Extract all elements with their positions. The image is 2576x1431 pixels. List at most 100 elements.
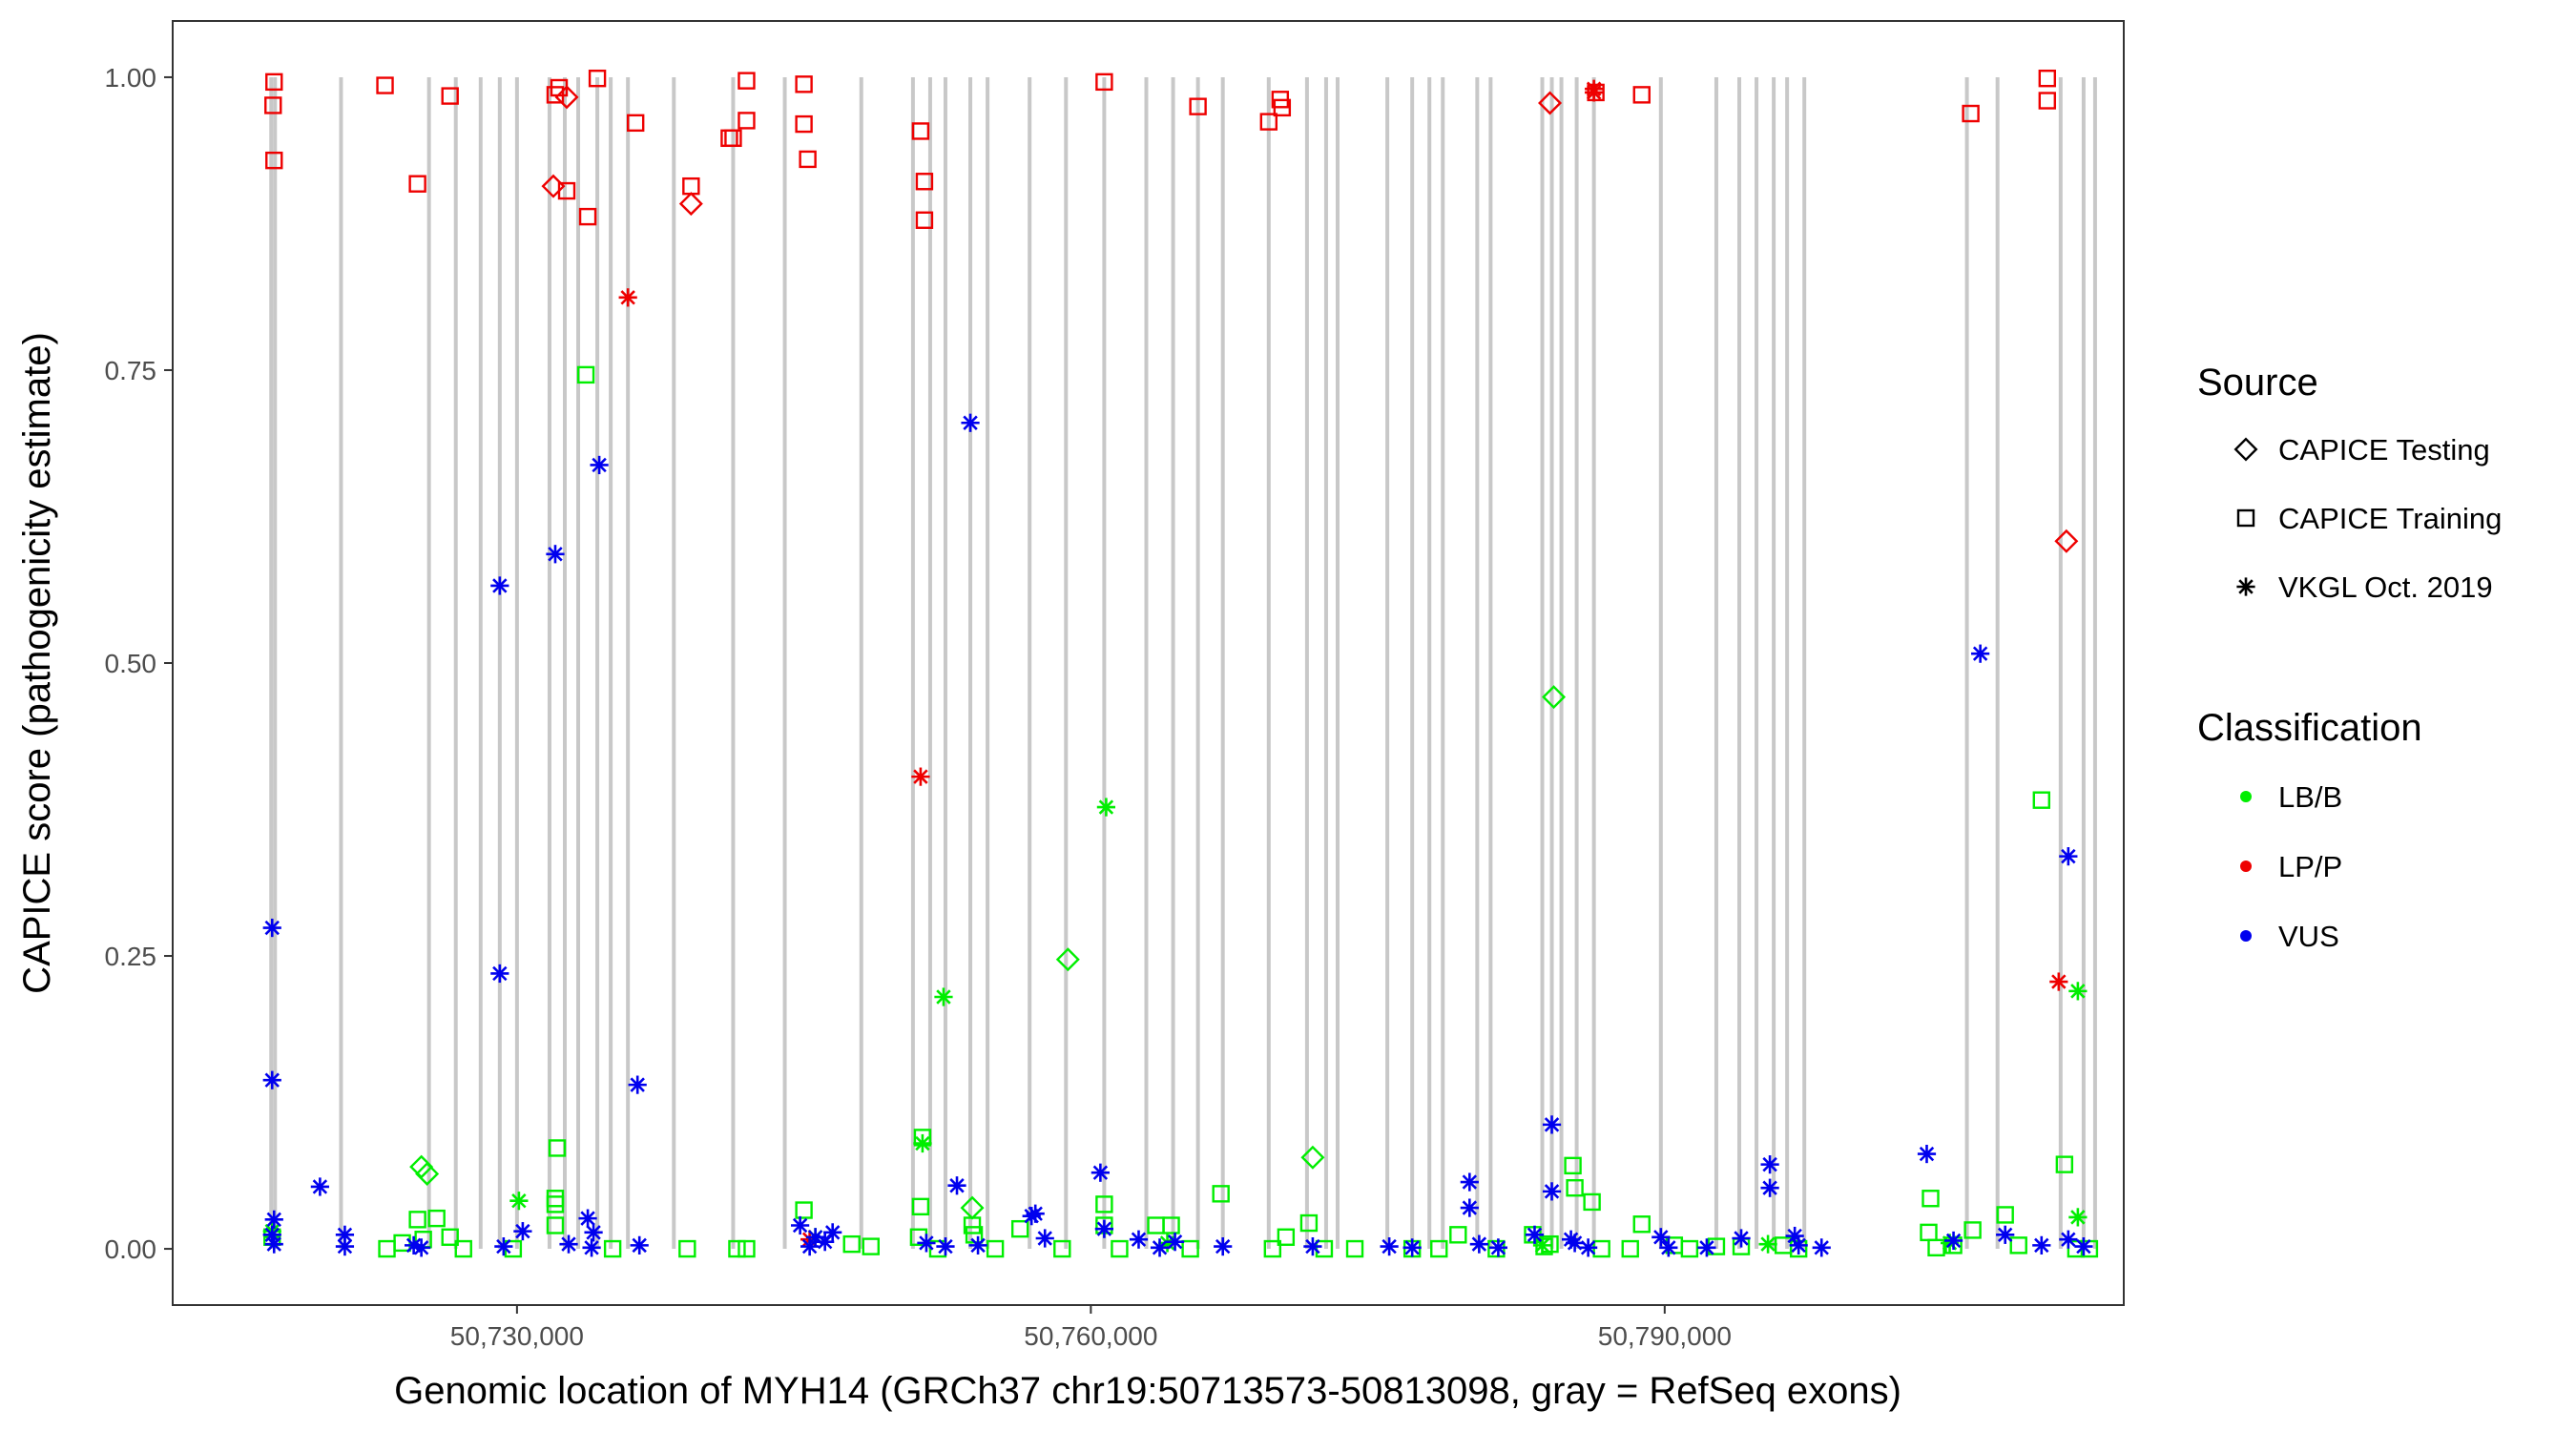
legend-class-key — [2240, 930, 2252, 942]
data-point — [862, 1237, 880, 1255]
data-point — [408, 175, 426, 193]
data-point — [578, 207, 597, 226]
legend-class-key — [2240, 791, 2252, 802]
legend-source-key — [2236, 508, 2255, 528]
data-point — [1652, 1228, 1671, 1247]
data-point — [378, 1239, 396, 1258]
data-point — [618, 288, 637, 307]
data-point — [917, 1234, 936, 1253]
data-point — [1212, 1185, 1230, 1203]
x-tick-label: 50,730,000 — [450, 1321, 584, 1351]
data-point — [1055, 947, 1080, 972]
data-point — [795, 1201, 813, 1219]
data-point — [310, 1177, 329, 1196]
data-point — [1095, 1195, 1113, 1213]
legend-class-label: VUS — [2278, 920, 2339, 953]
data-point — [1963, 1221, 1982, 1239]
data-point — [1917, 1144, 1937, 1164]
data-point — [1996, 1225, 2015, 1244]
data-point — [454, 1239, 472, 1258]
data-point — [986, 1239, 1005, 1258]
data-point — [494, 1236, 513, 1256]
data-point — [2059, 847, 2078, 866]
data-point — [1303, 1236, 1322, 1256]
data-point — [728, 1239, 746, 1258]
data-point — [2049, 972, 2068, 991]
data-point — [588, 69, 607, 88]
data-point — [1621, 1239, 1639, 1258]
data-point — [559, 1234, 578, 1254]
y-tick-label: 0.00 — [105, 1234, 157, 1264]
data-point — [911, 767, 930, 786]
data-point — [1760, 1155, 1779, 1174]
data-point — [1996, 1206, 2014, 1224]
data-point — [1632, 86, 1651, 104]
data-point — [2038, 69, 2057, 88]
data-point — [911, 1197, 930, 1216]
legend-source-key — [2233, 437, 2258, 462]
data-point — [2055, 1155, 2074, 1173]
data-point — [1488, 1238, 1507, 1257]
data-point — [724, 129, 742, 148]
y-tick-label: 0.25 — [105, 942, 157, 971]
data-point — [1632, 1215, 1651, 1234]
legend-source-key — [2236, 577, 2255, 596]
data-point — [960, 1195, 985, 1220]
y-tick-label: 1.00 — [105, 63, 157, 93]
data-point — [2038, 92, 2057, 110]
data-point — [509, 1192, 529, 1211]
data-point — [1010, 1219, 1029, 1238]
data-point — [376, 76, 394, 94]
data-point — [823, 1223, 842, 1242]
data-point — [415, 1161, 440, 1186]
data-point — [262, 1070, 281, 1089]
legend-source-title: Source — [2197, 362, 2318, 404]
data-point — [1538, 91, 1563, 115]
data-point — [1460, 1198, 1479, 1217]
data-point — [915, 211, 934, 229]
data-point — [628, 1075, 647, 1094]
legend: Source Classification CAPICE Testing CAPI… — [2197, 362, 2502, 953]
data-point — [1542, 1115, 1562, 1134]
data-point — [546, 1216, 565, 1234]
data-point — [541, 174, 566, 198]
data-point — [2074, 1236, 2093, 1256]
data-point — [1962, 104, 1980, 123]
x-tick-label: 50,760,000 — [1024, 1321, 1157, 1351]
data-point — [1181, 1239, 1199, 1258]
data-point — [1214, 1236, 1233, 1256]
data-point — [441, 1228, 459, 1246]
data-point — [934, 987, 953, 1006]
data-point — [737, 112, 756, 130]
data-point — [264, 1234, 283, 1254]
data-point — [791, 1215, 810, 1235]
data-point — [2032, 791, 2050, 809]
data-point — [2059, 1230, 2078, 1249]
data-point — [264, 96, 282, 114]
exon-lines-group — [269, 76, 2097, 1250]
data-point — [265, 73, 283, 92]
data-point — [1189, 97, 1207, 115]
legend-source-label: CAPICE Training — [2278, 502, 2502, 535]
data-point — [1273, 98, 1292, 117]
data-point — [576, 365, 595, 384]
data-point — [490, 576, 509, 595]
data-point — [1542, 1182, 1562, 1201]
data-point — [554, 85, 579, 110]
legend-source-label: VKGL Oct. 2019 — [2278, 570, 2493, 604]
data-point — [2068, 1208, 2088, 1227]
x-axis-title: Genomic location of MYH14 (GRCh37 chr19:… — [394, 1370, 1901, 1412]
data-point — [1564, 1156, 1582, 1175]
data-point — [1760, 1178, 1779, 1197]
data-point — [1053, 1239, 1071, 1258]
data-point — [1095, 73, 1113, 92]
data-point — [1922, 1190, 1940, 1208]
data-point — [795, 114, 813, 134]
data-point — [737, 72, 756, 90]
data-point — [2068, 982, 2088, 1001]
data-point — [1532, 1235, 1552, 1255]
data-point — [1129, 1230, 1149, 1249]
data-point — [1263, 1239, 1282, 1258]
